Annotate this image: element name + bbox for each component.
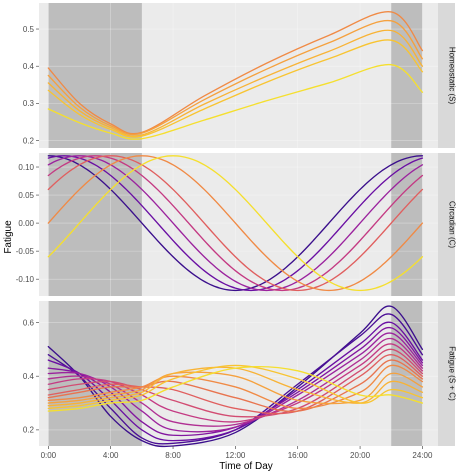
series-group [47, 155, 424, 292]
series-line [47, 155, 424, 292]
y-tick-label: 0.5 [23, 25, 35, 34]
series-line [47, 29, 424, 137]
night-shade [391, 153, 423, 296]
y-tick-label: 0.4 [23, 372, 35, 381]
series-line [47, 343, 424, 423]
strip-label: Fatigue (S + C) [448, 346, 457, 401]
x-tick-label: 16:00 [288, 451, 309, 460]
y-tick-label: 0.3 [23, 99, 35, 108]
series-line [47, 39, 424, 138]
series-line [47, 365, 424, 412]
x-tick-label: 4:00 [103, 451, 119, 460]
series-line [47, 364, 424, 410]
y-tick-label: 0.6 [23, 318, 35, 327]
night-shade [48, 153, 142, 296]
y-tick-label: 0.4 [23, 62, 35, 71]
y-tick-label: 0.2 [23, 426, 35, 435]
x-tick-label: 8:00 [165, 451, 181, 460]
y-tick-label: -0.05 [16, 247, 35, 256]
y-tick-label: 0.00 [18, 219, 34, 228]
y-axis-title: Fatigue [3, 220, 14, 254]
x-axis: 0:00 4:00 8:00 12:00 16:00 20:00 24:00 [41, 446, 433, 460]
strip-background [438, 301, 455, 446]
series-line [47, 348, 424, 418]
series-line [47, 64, 424, 140]
night-shade [48, 3, 142, 148]
x-axis-title: Time of Day [219, 461, 273, 472]
y-tick-label: 0.2 [23, 136, 35, 145]
panel-1: 0.2 0.3 0.4 0.5 Homeostatic (S) [23, 3, 457, 148]
series-line [47, 155, 424, 292]
y-tick-label: 0.10 [18, 163, 34, 172]
y-tick-label: -0.10 [16, 275, 35, 284]
series-line [47, 359, 424, 413]
series-line [47, 313, 424, 445]
night-shade [391, 3, 423, 148]
series-line [47, 155, 424, 292]
series-line [47, 371, 424, 405]
series-line [47, 354, 424, 415]
series-group [47, 305, 424, 448]
x-tick-label: 12:00 [225, 451, 246, 460]
y-tick-label: 0.05 [18, 191, 34, 200]
x-tick-label: 20:00 [350, 451, 371, 460]
series-line [47, 155, 424, 292]
night-shade [48, 301, 142, 446]
strip-label: Homeostatic (S) [448, 47, 457, 105]
series-line [47, 19, 424, 136]
x-tick-label: 24:00 [412, 451, 433, 460]
series-line [47, 155, 424, 292]
strip-background [438, 3, 455, 148]
panel-2: -0.10 -0.05 0.00 0.05 0.10 Circadian (C) [16, 153, 457, 296]
panels-layer: 0.2 0.3 0.4 0.5 Homeostatic (S) -0.10 -0.05 0.0… [16, 3, 457, 448]
series-line [47, 321, 424, 442]
strip-label: Circadian (C) [448, 201, 457, 248]
strip-background [438, 153, 455, 296]
series-group [47, 11, 424, 140]
series-line [47, 11, 424, 135]
panel-3: 0.2 0.4 0.6 Fatigue (S + C) [23, 301, 457, 448]
series-line [47, 366, 424, 407]
x-tick-label: 0:00 [41, 451, 57, 460]
series-line [47, 364, 424, 410]
